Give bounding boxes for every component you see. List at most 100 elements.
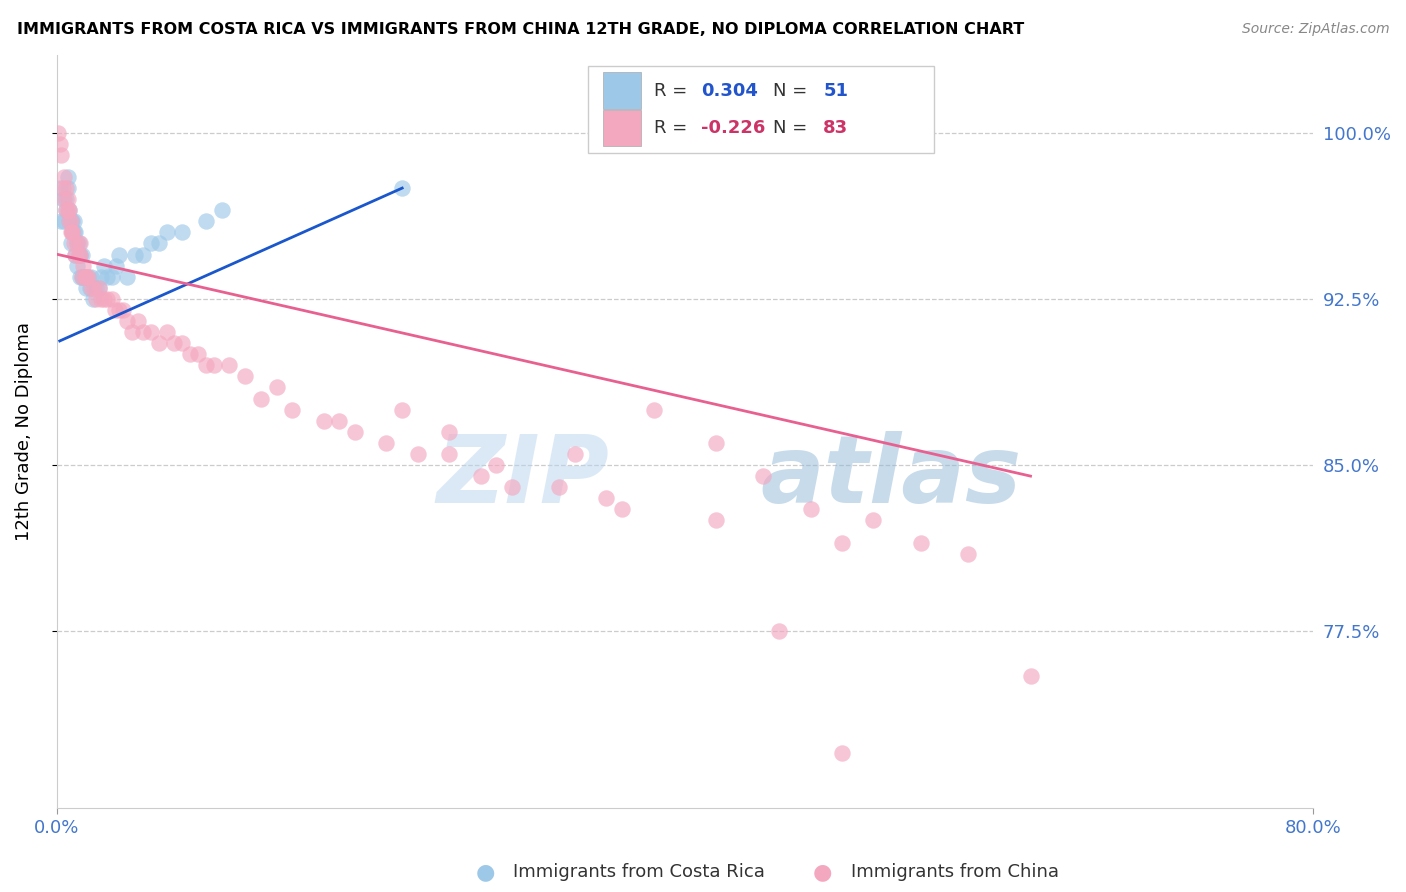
Point [48, 136, 70, 151]
Point [800, 502, 823, 516]
Text: -0.226: -0.226 [702, 120, 766, 137]
Point [80, 281, 103, 295]
Point [63, 236, 86, 251]
Point [72, 269, 94, 284]
Point [59, 226, 82, 240]
Point [53, 192, 76, 206]
Point [127, 314, 149, 328]
Text: N =: N = [773, 81, 813, 100]
Text: atlas: atlas [761, 431, 1022, 523]
Point [66, 259, 89, 273]
Point [69, 269, 91, 284]
Point [485, 458, 508, 472]
Point [194, 359, 217, 373]
Point [58, 214, 80, 228]
Point [52, 181, 75, 195]
Point [69, 247, 91, 261]
Point [75, 281, 97, 295]
Point [48, 181, 70, 195]
Point [124, 247, 146, 261]
Point [55, 203, 77, 218]
Point [105, 259, 128, 273]
Bar [603, 72, 641, 109]
Point [100, 292, 122, 306]
Text: Immigrants from Costa Rica: Immigrants from Costa Rica [513, 863, 765, 881]
Text: 51: 51 [823, 81, 848, 100]
Point [132, 325, 155, 339]
Point [69, 247, 91, 261]
Point [172, 336, 194, 351]
Text: ●: ● [475, 863, 495, 882]
Text: R =: R = [654, 81, 693, 100]
Point [281, 402, 304, 417]
Point [179, 347, 201, 361]
Point [65, 247, 87, 261]
Point [58, 214, 80, 228]
Point [187, 347, 209, 361]
Point [84, 281, 107, 295]
Point [67, 247, 90, 261]
Point [250, 392, 273, 406]
Point [55, 192, 77, 206]
Point [55, 181, 77, 195]
Point [93, 259, 115, 273]
Point [155, 226, 177, 240]
Point [831, 535, 853, 549]
Point [79, 281, 101, 295]
Point [72, 259, 94, 273]
Text: Source: ZipAtlas.com: Source: ZipAtlas.com [1241, 22, 1389, 37]
Point [70, 247, 93, 261]
Point [59, 236, 82, 251]
Point [70, 269, 93, 284]
Point [111, 302, 134, 317]
Point [139, 325, 162, 339]
Point [46, 126, 69, 140]
Point [53, 169, 76, 184]
Point [375, 435, 398, 450]
Point [706, 435, 728, 450]
Point [66, 236, 89, 251]
Point [564, 447, 586, 461]
Point [51, 148, 73, 162]
Point [59, 214, 82, 228]
Point [202, 359, 225, 373]
Point [82, 292, 104, 306]
Point [862, 513, 884, 527]
Point [439, 447, 461, 461]
Point [768, 624, 790, 639]
Point [69, 236, 91, 251]
Point [73, 269, 96, 284]
Point [406, 447, 429, 461]
Point [470, 469, 492, 483]
Point [75, 269, 97, 284]
Point [132, 247, 155, 261]
Point [910, 535, 932, 549]
Text: 0.304: 0.304 [702, 81, 758, 100]
Point [706, 513, 728, 527]
Point [60, 214, 83, 228]
Text: N =: N = [773, 120, 813, 137]
Point [148, 236, 170, 251]
Point [344, 425, 367, 439]
Y-axis label: 12th Grade, No Diploma: 12th Grade, No Diploma [15, 322, 32, 541]
Point [59, 214, 82, 228]
Point [56, 192, 79, 206]
Point [108, 247, 131, 261]
Point [328, 414, 350, 428]
Point [63, 214, 86, 228]
Point [831, 746, 853, 760]
Point [77, 269, 100, 284]
Point [53, 214, 76, 228]
Point [117, 314, 139, 328]
Point [610, 502, 633, 516]
Point [108, 302, 131, 317]
Point [194, 214, 217, 228]
Point [84, 292, 107, 306]
Point [90, 292, 112, 306]
Point [51, 214, 73, 228]
Point [58, 203, 80, 218]
Point [501, 480, 523, 494]
Point [56, 169, 79, 184]
Text: 83: 83 [823, 120, 848, 137]
Point [172, 226, 194, 240]
